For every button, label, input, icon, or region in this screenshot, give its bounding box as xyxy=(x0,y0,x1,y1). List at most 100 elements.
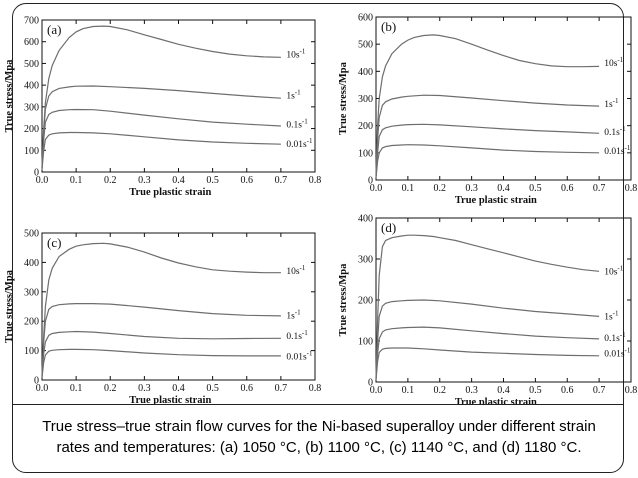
series-label-base: 0.01s xyxy=(604,147,625,157)
x-axis-label: True plastic strain xyxy=(455,397,537,404)
series-label-base: 0.1s xyxy=(286,332,302,342)
series-label-base: 1s xyxy=(604,312,613,322)
series-label-exponent: -1 xyxy=(307,349,313,357)
y-tick-label: 0 xyxy=(368,378,373,389)
caption-divider xyxy=(12,404,624,405)
series-label-exponent: -1 xyxy=(300,264,306,272)
y-tick-label: 600 xyxy=(24,37,39,48)
x-tick-label: 0.0 xyxy=(370,385,383,396)
y-tick-label: 200 xyxy=(24,317,39,328)
figure-caption: True stress–true strain flow curves for … xyxy=(14,416,624,458)
x-tick-label: 0.2 xyxy=(434,183,447,194)
series-label-exponent: -1 xyxy=(307,137,313,145)
series-label-base: 10s xyxy=(604,59,618,69)
x-axis-label: True plastic strain xyxy=(129,395,211,404)
y-tick-label: 300 xyxy=(358,255,373,266)
y-tick-label: 300 xyxy=(358,94,373,105)
x-tick-label: 0.6 xyxy=(561,385,574,396)
series-label: 0.01s-1 xyxy=(604,346,631,359)
series-label: 1s-1 xyxy=(604,309,619,322)
series-label-exponent: -1 xyxy=(625,346,631,354)
x-tick-label: 0.1 xyxy=(70,175,83,186)
panel-label: (a) xyxy=(47,22,61,37)
y-axis-label: True stress/Mpa xyxy=(4,59,15,133)
x-tick-label: 0.3 xyxy=(465,183,478,194)
series-label: 1s-1 xyxy=(604,97,619,110)
series-label-exponent: -1 xyxy=(302,118,308,126)
charts-svg: 0.0 0.1 0.2 0.3 0.4 0.5 0.6 0.7 0.8 0 100 200 300 400… xyxy=(4,13,638,409)
x-tick-label: 0.4 xyxy=(497,385,510,396)
plot-frame xyxy=(375,16,632,181)
series-label-base: 0.1s xyxy=(604,334,620,344)
series-label-base: 0.01s xyxy=(604,349,625,359)
y-tick-label: 100 xyxy=(358,337,373,348)
x-tick-label: 0.4 xyxy=(172,383,185,394)
x-tick-label: 0.7 xyxy=(275,175,288,186)
series-line xyxy=(375,326,600,380)
y-tick-label: 600 xyxy=(358,13,373,24)
series-label-base: 1s xyxy=(604,100,613,110)
chart-panel-b: 0.0 0.1 0.2 0.3 0.4 0.5 0.6 0.7 0.8 0 100 200 300 400… xyxy=(338,13,637,207)
series-label: 10s-1 xyxy=(286,264,306,277)
series-label: 0.01s-1 xyxy=(604,144,631,157)
x-tick-label: 0.5 xyxy=(206,383,219,394)
x-tick-label: 0.0 xyxy=(36,175,49,186)
x-axis-label: True plastic strain xyxy=(129,187,211,198)
x-tick-label: 0.3 xyxy=(138,383,151,394)
series-label-base: 10s xyxy=(286,51,300,61)
series-label-exponent: -1 xyxy=(300,48,306,56)
x-tick-label: 0.8 xyxy=(309,175,322,186)
series-label: 10s-1 xyxy=(604,264,624,277)
y-tick-label: 100 xyxy=(358,148,373,159)
x-tick-label: 0.1 xyxy=(402,183,415,194)
x-tick-label: 0.1 xyxy=(70,383,83,394)
series-label-exponent: -1 xyxy=(295,308,301,316)
panel-label: (b) xyxy=(381,19,396,34)
x-tick-label: 0.8 xyxy=(625,385,638,396)
series-label-exponent: -1 xyxy=(625,144,631,152)
x-tick-label: 0.0 xyxy=(36,383,49,394)
series-line xyxy=(41,242,281,376)
series-line xyxy=(375,347,600,380)
x-tick-label: 0.5 xyxy=(529,385,542,396)
x-tick-label: 0.3 xyxy=(465,385,478,396)
series-label-base: 0.01s xyxy=(286,140,307,150)
x-tick-label: 0.6 xyxy=(241,383,254,394)
y-tick-label: 0 xyxy=(34,376,39,387)
x-tick-label: 0.3 xyxy=(138,175,151,186)
x-tick-label: 0.2 xyxy=(104,175,117,186)
y-tick-label: 100 xyxy=(24,146,39,157)
series-label-exponent: -1 xyxy=(613,309,619,317)
series-label: 10s-1 xyxy=(604,56,624,69)
chart-panel-a: 0.0 0.1 0.2 0.3 0.4 0.5 0.6 0.7 0.8 0 100 200 300 400… xyxy=(4,16,321,199)
charts-area: 0.0 0.1 0.2 0.3 0.4 0.5 0.6 0.7 0.8 0 100 200 300 400… xyxy=(4,13,638,409)
y-tick-label: 400 xyxy=(358,214,373,225)
y-axis-label: True stress/Mpa xyxy=(4,269,15,343)
series-label: 1s-1 xyxy=(286,308,301,321)
y-tick-label: 200 xyxy=(358,296,373,307)
y-tick-label: 400 xyxy=(24,258,39,269)
panel-label: (c) xyxy=(47,235,61,250)
series-line xyxy=(375,94,600,176)
series-label-base: 0.01s xyxy=(286,352,307,362)
y-tick-label: 0 xyxy=(368,176,373,187)
series-label: 0.1s-1 xyxy=(604,331,626,344)
x-tick-label: 0.8 xyxy=(625,183,638,194)
series-line xyxy=(375,34,600,175)
y-tick-label: 100 xyxy=(24,346,39,357)
x-tick-label: 0.2 xyxy=(104,383,117,394)
chart-panel-d: 0.0 0.1 0.2 0.3 0.4 0.5 0.6 0.7 0.8 0 100 200 300 400… xyxy=(338,214,638,409)
x-tick-label: 0.5 xyxy=(206,175,219,186)
x-axis-label: True plastic strain xyxy=(455,195,537,206)
y-tick-label: 300 xyxy=(24,102,39,113)
series-label: 0.1s-1 xyxy=(286,329,308,342)
series-label-base: 1s xyxy=(286,92,295,102)
y-tick-label: 200 xyxy=(24,124,39,135)
x-tick-label: 0.6 xyxy=(561,183,574,194)
series-label-exponent: -1 xyxy=(613,97,619,105)
y-axis-label: True stress/Mpa xyxy=(338,263,349,337)
series-line xyxy=(375,299,600,379)
caption-line-1: True stress–true strain flow curves for … xyxy=(42,418,596,435)
panel-label: (d) xyxy=(381,220,396,235)
series-line xyxy=(375,234,600,378)
